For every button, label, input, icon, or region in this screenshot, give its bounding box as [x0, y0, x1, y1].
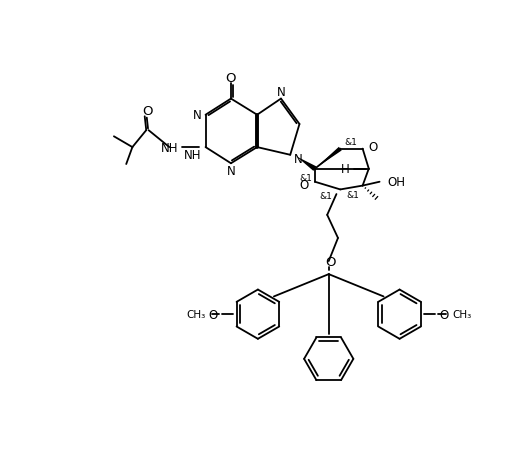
Text: &1: &1 [344, 138, 357, 147]
Polygon shape [297, 157, 317, 171]
Text: NH: NH [184, 149, 202, 162]
Text: O: O [439, 308, 449, 321]
Polygon shape [315, 148, 342, 169]
Text: N: N [227, 165, 235, 178]
Text: N: N [277, 86, 286, 99]
Text: N: N [193, 109, 202, 122]
Text: O: O [368, 140, 377, 153]
Text: CH₃: CH₃ [452, 309, 471, 319]
Text: &1: &1 [320, 192, 333, 200]
Text: &1: &1 [346, 191, 359, 200]
Text: O: O [142, 104, 152, 117]
Text: O: O [299, 178, 309, 191]
Text: OH: OH [387, 176, 405, 189]
Text: O: O [226, 72, 236, 85]
Text: O: O [208, 308, 218, 321]
Text: &1: &1 [300, 174, 312, 183]
Text: CH₃: CH₃ [186, 309, 206, 319]
Text: NH: NH [161, 142, 179, 155]
Text: H: H [341, 163, 350, 176]
Text: O: O [325, 255, 335, 268]
Text: N: N [294, 153, 303, 166]
